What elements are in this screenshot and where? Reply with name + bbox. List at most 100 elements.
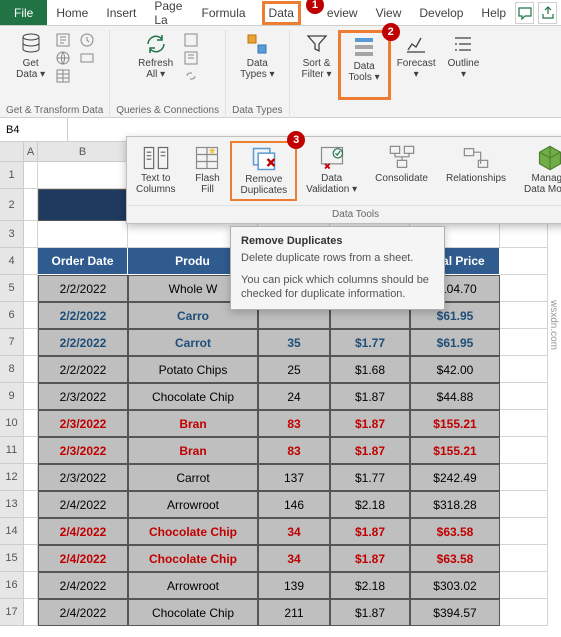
cell[interactable] — [24, 599, 38, 626]
col-A[interactable]: A — [24, 142, 38, 162]
row-header[interactable]: 4 — [0, 248, 24, 275]
row-header[interactable]: 10 — [0, 410, 24, 437]
cell[interactable]: $242.49 — [410, 464, 500, 491]
cell[interactable]: Arrowroot — [128, 572, 258, 599]
cell[interactable]: $318.28 — [410, 491, 500, 518]
get-data-button[interactable]: Get Data ▾ — [10, 30, 51, 94]
tab-file[interactable]: File — [0, 0, 47, 25]
row-header[interactable]: 8 — [0, 356, 24, 383]
remove-duplicates-button[interactable]: 3 Remove Duplicates — [230, 141, 297, 201]
cell[interactable] — [24, 302, 38, 329]
cell[interactable]: $155.21 — [410, 437, 500, 464]
cell[interactable]: $1.87 — [330, 518, 410, 545]
queries-small-buttons[interactable] — [179, 30, 203, 86]
cell[interactable]: 34 — [258, 518, 330, 545]
row-header[interactable]: 17 — [0, 599, 24, 626]
row-header[interactable]: 1 — [0, 162, 24, 189]
tab-formulas[interactable]: Formula — [193, 0, 255, 25]
cell[interactable]: 2/2/2022 — [38, 275, 128, 302]
cell[interactable] — [500, 356, 548, 383]
row-header[interactable]: 6 — [0, 302, 24, 329]
cell[interactable] — [24, 248, 38, 275]
cell[interactable] — [24, 491, 38, 518]
cell[interactable]: 25 — [258, 356, 330, 383]
name-box[interactable]: B4 — [0, 118, 68, 141]
cell[interactable]: 2/2/2022 — [38, 356, 128, 383]
cell[interactable]: Carrot — [128, 464, 258, 491]
cell[interactable] — [24, 572, 38, 599]
relationships-button[interactable]: Relationships — [437, 141, 515, 201]
cell[interactable] — [500, 329, 548, 356]
cell[interactable]: 137 — [258, 464, 330, 491]
row-header[interactable]: 9 — [0, 383, 24, 410]
text-to-columns-button[interactable]: Text to Columns — [127, 141, 184, 201]
cell[interactable] — [24, 383, 38, 410]
sort-filter-button[interactable]: Sort & Filter ▾ — [296, 30, 338, 94]
row-header[interactable]: 15 — [0, 545, 24, 572]
cell[interactable] — [500, 464, 548, 491]
row-header[interactable]: 14 — [0, 518, 24, 545]
cell[interactable] — [24, 162, 38, 189]
cell[interactable] — [500, 275, 548, 302]
cell[interactable]: 2/4/2022 — [38, 491, 128, 518]
cell[interactable]: $2.18 — [330, 491, 410, 518]
cell[interactable] — [24, 437, 38, 464]
manage-data-model-button[interactable]: Manage Data Model — [515, 141, 561, 201]
cell[interactable]: Chocolate Chip — [128, 545, 258, 572]
tab-insert[interactable]: Insert — [97, 0, 145, 25]
get-data-small-buttons[interactable] — [51, 30, 75, 86]
cell[interactable]: Bran — [128, 410, 258, 437]
cell[interactable]: $44.88 — [410, 383, 500, 410]
cell[interactable]: $1.77 — [330, 329, 410, 356]
cell[interactable] — [24, 275, 38, 302]
col-B[interactable]: B — [38, 142, 128, 162]
cell[interactable] — [500, 248, 548, 275]
share-button[interactable] — [538, 2, 557, 24]
cell[interactable] — [24, 518, 38, 545]
cell[interactable]: 2/2/2022 — [38, 302, 128, 329]
cell[interactable] — [500, 437, 548, 464]
cell[interactable]: $1.87 — [330, 437, 410, 464]
cell[interactable]: 83 — [258, 437, 330, 464]
cell[interactable]: Chocolate Chip — [128, 599, 258, 626]
cell[interactable]: Arrowroot — [128, 491, 258, 518]
cell[interactable]: $61.95 — [410, 329, 500, 356]
cell[interactable]: Potato Chips — [128, 356, 258, 383]
cell[interactable]: 35 — [258, 329, 330, 356]
tab-view[interactable]: View — [367, 0, 411, 25]
cell[interactable]: $2.18 — [330, 572, 410, 599]
cell[interactable] — [500, 302, 548, 329]
comments-button[interactable] — [515, 2, 534, 24]
cell[interactable]: $1.68 — [330, 356, 410, 383]
cell[interactable]: Bran — [128, 437, 258, 464]
cell[interactable]: $42.00 — [410, 356, 500, 383]
cell[interactable]: 34 — [258, 545, 330, 572]
cell[interactable]: Chocolate Chip — [128, 518, 258, 545]
cell[interactable]: 211 — [258, 599, 330, 626]
cell[interactable] — [24, 356, 38, 383]
get-data-small-buttons-2[interactable] — [75, 30, 99, 68]
outline-button[interactable]: Outline ▾ — [442, 30, 486, 94]
cell[interactable]: $1.77 — [330, 464, 410, 491]
cell[interactable] — [500, 491, 548, 518]
cell[interactable]: 139 — [258, 572, 330, 599]
cell[interactable] — [38, 162, 128, 189]
tab-help[interactable]: Help — [472, 0, 515, 25]
tab-pagelayout[interactable]: Page La — [145, 0, 192, 25]
cell[interactable]: $1.87 — [330, 545, 410, 572]
cell[interactable]: 2/2/2022 — [38, 329, 128, 356]
cell[interactable]: 146 — [258, 491, 330, 518]
cell[interactable]: 2/3/2022 — [38, 464, 128, 491]
cell[interactable] — [24, 410, 38, 437]
row-header[interactable]: 13 — [0, 491, 24, 518]
cell[interactable]: 2/4/2022 — [38, 599, 128, 626]
cell[interactable] — [24, 221, 38, 248]
select-all-corner[interactable] — [0, 142, 24, 162]
cell[interactable]: $63.58 — [410, 518, 500, 545]
cell[interactable]: $1.87 — [330, 383, 410, 410]
cell[interactable] — [24, 189, 38, 221]
cell[interactable]: 2/3/2022 — [38, 437, 128, 464]
cell[interactable]: $1.87 — [330, 599, 410, 626]
cell[interactable] — [500, 221, 548, 248]
cell[interactable]: 2/4/2022 — [38, 518, 128, 545]
